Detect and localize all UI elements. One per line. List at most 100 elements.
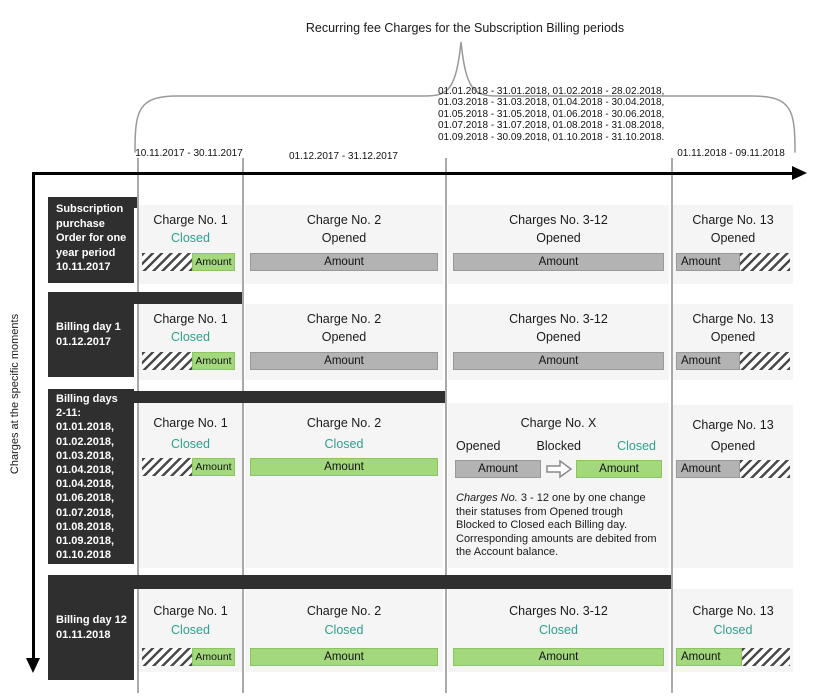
charge-status: Closed bbox=[171, 623, 210, 637]
amount-label: Amount bbox=[192, 458, 235, 476]
amount-label: Amount bbox=[453, 352, 664, 370]
charge-card: Charges No. 3-12 Opened Amount bbox=[448, 205, 669, 284]
charge-title: Charge No. 1 bbox=[153, 312, 228, 326]
charge-status: Closed bbox=[171, 437, 210, 451]
amount-label: Amount bbox=[676, 253, 740, 271]
gridline-3 bbox=[445, 158, 447, 693]
charge-title: Charge No. 13 bbox=[692, 213, 774, 227]
charge-status: Opened bbox=[710, 231, 756, 245]
charge-title: Charge No. 2 bbox=[306, 604, 382, 618]
tick-label-period2: 01.12.2017 - 31.12.2017 bbox=[289, 151, 398, 162]
debited-hatch bbox=[142, 648, 192, 666]
charge-card: Charge No. 13 Closed Amount bbox=[673, 589, 793, 672]
period-line: 01.05.2018 - 31.05.2018, 01.06.2018 - 30… bbox=[438, 108, 665, 120]
charge-title: Charge No. 1 bbox=[153, 604, 228, 618]
debited-hatch bbox=[142, 253, 192, 271]
charge-title: Charge No. 2 bbox=[306, 312, 382, 326]
amount-bar: Amount bbox=[142, 253, 235, 271]
amount-label: Amount bbox=[250, 253, 438, 271]
status-closed: Closed bbox=[617, 439, 656, 453]
charge-x-note: Charges No. 3 - 12 one by one change the… bbox=[448, 492, 669, 560]
future-hatch bbox=[740, 352, 790, 370]
charge-title: Charge No. 2 bbox=[306, 416, 382, 430]
period-line: 01.03.2018 - 31.03.2018, 01.04.2018 - 30… bbox=[438, 97, 665, 109]
charge-status: Closed bbox=[324, 623, 364, 637]
amount-bar: Amount bbox=[676, 253, 790, 271]
charge-title: Charge No. 13 bbox=[692, 418, 774, 432]
amount-label: Amount bbox=[455, 460, 541, 478]
gridline-4 bbox=[671, 158, 673, 693]
timeline-axis bbox=[33, 172, 793, 175]
charge-title: Charge No. X bbox=[520, 416, 597, 430]
charge-status: Opened bbox=[710, 439, 756, 453]
amount-bar: Amount bbox=[142, 458, 235, 476]
tick-label-period1: 10.11.2017 - 30.11.2017 bbox=[135, 148, 243, 159]
charge-status: Opened bbox=[536, 231, 581, 245]
amount-bar: Amount bbox=[676, 460, 790, 478]
amount-bar: Amount bbox=[250, 253, 438, 271]
charge-card: Charge No. 2 Closed Amount bbox=[245, 403, 443, 568]
debited-hatch bbox=[142, 458, 192, 476]
amount-label: Amount bbox=[676, 460, 740, 478]
amount-label: Amount bbox=[250, 648, 438, 666]
future-hatch bbox=[742, 648, 790, 666]
amount-label: Amount bbox=[192, 253, 235, 271]
moment-box-subscription: Subscription purchase Order for one year… bbox=[48, 197, 134, 283]
status-opened: Opened bbox=[456, 439, 501, 453]
charge-card-x: Charge No. X Opened Blocked Closed Amoun… bbox=[448, 403, 669, 568]
charge-status: Closed bbox=[171, 231, 210, 245]
billing-periods-list: 01.01.2018 - 31.01.2018, 01.02.2018 - 28… bbox=[438, 86, 674, 143]
amount-label: Amount bbox=[453, 253, 664, 271]
amount-bar: Amount bbox=[250, 458, 438, 476]
moments-axis bbox=[32, 172, 35, 660]
charge-card: Charges No. 3-12 Opened Amount bbox=[448, 304, 669, 380]
amount-label: Amount bbox=[192, 352, 235, 370]
moment-box-label: Billing day 1 01.12.2017 bbox=[56, 320, 121, 348]
charge-title: Charge No. 1 bbox=[153, 213, 228, 227]
charge-title: Charge No. 1 bbox=[153, 416, 228, 430]
amount-bar: Amount bbox=[676, 352, 790, 370]
charge-card: Charge No. 13 Opened Amount bbox=[673, 205, 793, 284]
brace-icon bbox=[134, 41, 796, 153]
charge-status: Opened bbox=[710, 330, 756, 344]
charge-status: Opened bbox=[321, 231, 367, 245]
charge-status: Opened bbox=[321, 330, 367, 344]
tick-label-period13: 01.11.2018 - 09.11.2018 bbox=[677, 148, 785, 159]
amount-label: Amount bbox=[192, 648, 235, 666]
charge-card: Charge No. 1 Closed Amount bbox=[139, 205, 242, 284]
y-axis-label: Charges at the specific moments bbox=[9, 313, 21, 475]
charge-card: Charge No. 13 Opened Amount bbox=[673, 304, 793, 380]
amount-bar: Amount bbox=[453, 648, 664, 666]
future-hatch bbox=[740, 253, 790, 271]
moments-arrowhead-icon bbox=[26, 658, 40, 673]
charge-status: Closed bbox=[324, 437, 364, 451]
amount-label: Amount bbox=[676, 352, 740, 370]
charge-card: Charge No. 1 Closed Amount bbox=[139, 589, 242, 672]
charge-card: Charge No. 13 Opened Amount bbox=[673, 405, 793, 568]
gridline-1 bbox=[137, 158, 139, 693]
diagram-title: Recurring fee Charges for the Subscripti… bbox=[305, 21, 625, 35]
moment-box-billing-day-1: Billing day 1 01.12.2017 bbox=[48, 292, 134, 377]
charge-card: Charges No. 3-12 Closed Amount bbox=[448, 589, 669, 672]
charge-card: Charge No. 2 Opened Amount bbox=[245, 304, 443, 380]
amount-bar: Amount bbox=[250, 352, 438, 370]
debited-hatch bbox=[142, 352, 192, 370]
moment-box-label: Subscription purchase Order for one year… bbox=[56, 203, 127, 273]
amount-bar: Amount bbox=[676, 648, 790, 666]
period-line: 01.07.2018 - 31.07.2018, 01.08.2018 - 31… bbox=[438, 120, 665, 132]
charge-x-note-italic: Charges No. bbox=[456, 492, 518, 504]
charge-title: Charges No. 3-12 bbox=[509, 213, 608, 227]
charge-card: Charge No. 2 Opened Amount bbox=[245, 205, 443, 284]
gridline-2 bbox=[242, 158, 244, 693]
moment-bar-row4 bbox=[48, 575, 671, 589]
charge-card: Charge No. 1 Closed Amount bbox=[139, 304, 242, 380]
future-hatch bbox=[740, 460, 790, 478]
timeline-arrowhead-icon bbox=[792, 166, 807, 180]
amount-label: Amount bbox=[453, 648, 664, 666]
amount-bar: Amount bbox=[142, 648, 235, 666]
charge-title: Charge No. 13 bbox=[692, 604, 774, 618]
charge-status: Closed bbox=[539, 623, 578, 637]
status-blocked: Blocked bbox=[536, 439, 582, 453]
charge-card: Charge No. 2 Closed Amount bbox=[245, 589, 443, 672]
